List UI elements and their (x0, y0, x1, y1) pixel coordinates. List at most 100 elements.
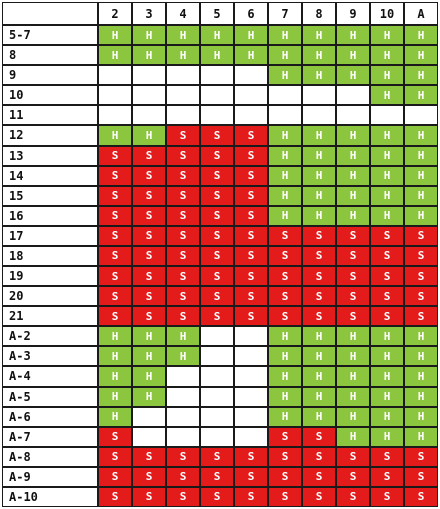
stand-cell: S (99, 307, 131, 326)
blank-cell (235, 86, 267, 105)
blank-cell (201, 427, 233, 446)
hit-cell: H (99, 367, 131, 386)
row-header: 8 (3, 46, 97, 65)
blank-cell (269, 86, 301, 105)
blank-cell (405, 106, 437, 125)
hit-cell: H (269, 46, 301, 65)
stand-cell: S (133, 467, 165, 486)
hit-cell: H (337, 26, 369, 45)
hit-cell: H (167, 26, 199, 45)
blank-cell (235, 106, 267, 125)
hit-cell: H (303, 66, 335, 85)
blank-cell (201, 407, 233, 426)
stand-cell: S (269, 447, 301, 466)
stand-cell: S (269, 287, 301, 306)
hit-cell: H (405, 126, 437, 145)
hit-cell: H (133, 367, 165, 386)
hit-cell: H (405, 46, 437, 65)
blank-cell (235, 66, 267, 85)
hit-cell: H (167, 327, 199, 346)
row-header: A-6 (3, 407, 97, 426)
stand-cell: S (303, 287, 335, 306)
stand-cell: S (235, 146, 267, 165)
stand-cell: S (235, 287, 267, 306)
stand-cell: S (235, 447, 267, 466)
blank-cell (133, 86, 165, 105)
stand-cell: S (201, 287, 233, 306)
blank-cell (99, 66, 131, 85)
stand-cell: S (371, 287, 403, 306)
stand-cell: S (303, 427, 335, 446)
hit-cell: H (99, 347, 131, 366)
hit-cell: H (99, 327, 131, 346)
hit-cell: H (405, 86, 437, 105)
hit-cell: H (337, 166, 369, 185)
row-header: A-9 (3, 467, 97, 486)
hit-cell: H (405, 387, 437, 406)
stand-cell: S (337, 246, 369, 265)
stand-cell: S (235, 126, 267, 145)
blank-cell (235, 387, 267, 406)
stand-cell: S (133, 447, 165, 466)
stand-cell: S (99, 166, 131, 185)
hit-cell: H (269, 367, 301, 386)
blank-cell (337, 106, 369, 125)
hit-cell: H (303, 206, 335, 225)
stand-cell: S (337, 267, 369, 286)
row-header: 11 (3, 106, 97, 125)
stand-cell: S (133, 166, 165, 185)
stand-cell: S (303, 246, 335, 265)
hit-cell: H (133, 347, 165, 366)
blank-cell (99, 86, 131, 105)
hit-cell: H (405, 327, 437, 346)
column-header: 5 (201, 3, 233, 24)
blank-cell (167, 86, 199, 105)
stand-cell: S (201, 267, 233, 286)
blank-cell (167, 427, 199, 446)
row-header: 9 (3, 66, 97, 85)
stand-cell: S (303, 226, 335, 245)
stand-cell: S (269, 467, 301, 486)
hit-cell: H (269, 347, 301, 366)
column-header: 9 (337, 3, 369, 24)
stand-cell: S (235, 246, 267, 265)
stand-cell: S (303, 447, 335, 466)
hit-cell: H (303, 166, 335, 185)
blank-cell (167, 66, 199, 85)
stand-cell: S (99, 226, 131, 245)
column-header: 2 (99, 3, 131, 24)
hit-cell: H (405, 166, 437, 185)
hit-cell: H (303, 347, 335, 366)
blank-cell (133, 106, 165, 125)
stand-cell: S (405, 487, 437, 506)
stand-cell: S (405, 226, 437, 245)
hit-cell: H (269, 66, 301, 85)
stand-cell: S (99, 246, 131, 265)
row-header: 18 (3, 246, 97, 265)
hit-cell: H (99, 407, 131, 426)
hit-cell: H (405, 146, 437, 165)
stand-cell: S (201, 226, 233, 245)
hit-cell: H (371, 166, 403, 185)
hit-cell: H (337, 46, 369, 65)
stand-cell: S (167, 287, 199, 306)
stand-cell: S (99, 427, 131, 446)
blank-cell (201, 86, 233, 105)
hit-cell: H (337, 146, 369, 165)
stand-cell: S (405, 246, 437, 265)
stand-cell: S (303, 267, 335, 286)
stand-cell: S (99, 287, 131, 306)
stand-cell: S (371, 226, 403, 245)
stand-cell: S (99, 447, 131, 466)
stand-cell: S (99, 186, 131, 205)
stand-cell: S (235, 186, 267, 205)
stand-cell: S (235, 267, 267, 286)
hit-cell: H (167, 347, 199, 366)
stand-cell: S (235, 206, 267, 225)
column-header: 8 (303, 3, 335, 24)
stand-cell: S (269, 427, 301, 446)
corner-cell (3, 3, 97, 24)
hit-cell: H (371, 86, 403, 105)
blank-cell (167, 407, 199, 426)
hit-cell: H (99, 126, 131, 145)
